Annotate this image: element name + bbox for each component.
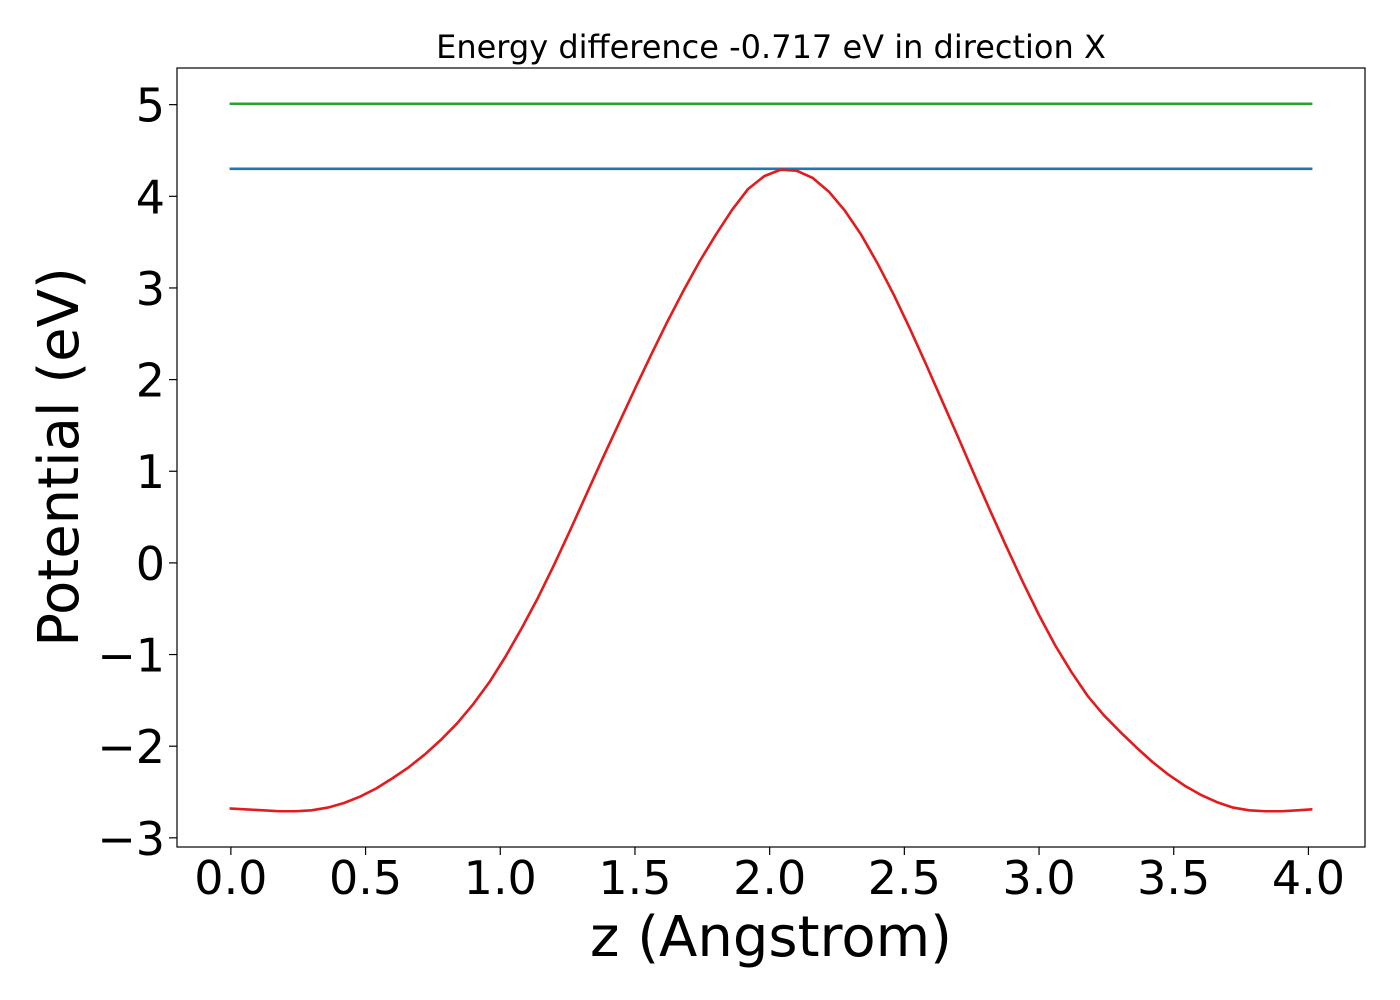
- y-tick-label: −1: [97, 629, 165, 683]
- y-tick-label: 3: [136, 262, 165, 316]
- x-tick-label: 3.5: [1137, 851, 1210, 905]
- x-tick-label: 0.0: [194, 851, 267, 905]
- y-axis-ticks: −3 −2 −1 0 1 2 3 4 5: [97, 79, 177, 866]
- y-tick-label: 4: [136, 170, 165, 224]
- series-line-3: [229, 168, 1313, 813]
- x-axis-ticks: 0.0 0.5 1.0 1.5 2.0 2.5 3.0 3.5 4.0: [194, 847, 1345, 905]
- x-tick-label: 1.0: [464, 851, 537, 905]
- plot-frame: [176, 67, 1366, 848]
- x-tick-label: 1.5: [598, 851, 671, 905]
- chart-title: Energy difference -0.717 eV in direction…: [436, 28, 1106, 66]
- y-axis-label: Potential (eV): [27, 267, 92, 647]
- x-tick-label: 0.5: [329, 851, 402, 905]
- y-tick-label: 2: [136, 354, 165, 408]
- series-layer: [229, 102, 1313, 813]
- x-tick-label: 4.0: [1272, 851, 1345, 905]
- y-tick-label: −3: [97, 812, 165, 866]
- y-tick-label: 5: [136, 79, 165, 133]
- y-tick-label: −2: [97, 720, 165, 774]
- x-tick-label: 2.5: [868, 851, 941, 905]
- y-tick-label: 0: [136, 537, 165, 591]
- x-axis-label: z (Angstrom): [590, 905, 952, 970]
- x-tick-label: 3.0: [1002, 851, 1075, 905]
- x-tick-label: 2.0: [733, 851, 806, 905]
- y-tick-label: 1: [136, 445, 165, 499]
